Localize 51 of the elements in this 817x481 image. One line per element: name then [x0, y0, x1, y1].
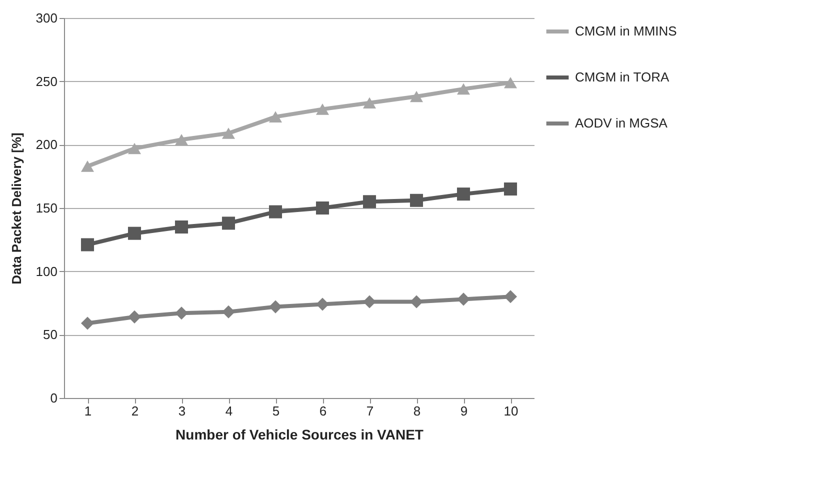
- y-tick-label: 100: [36, 264, 58, 279]
- y-tick-label: 150: [36, 200, 58, 216]
- y-tick-label: 250: [36, 74, 58, 89]
- point: [504, 76, 518, 88]
- point: [504, 290, 518, 304]
- point: [316, 298, 330, 311]
- point: [456, 188, 470, 201]
- legend-label: AODV in MGSA: [575, 116, 668, 130]
- legend-label: CMGM in TORA: [575, 70, 670, 84]
- point: [128, 310, 142, 324]
- point: [456, 292, 470, 306]
- point: [316, 201, 330, 215]
- point: [174, 134, 188, 146]
- y-tick-label: 0: [50, 390, 58, 406]
- point: [316, 104, 330, 115]
- x-tick-label: 9: [460, 404, 468, 418]
- x-axis-title: Number of Vehicle Sources in VANET: [176, 426, 424, 442]
- point: [268, 111, 282, 122]
- point: [80, 238, 94, 252]
- x-tick-label: 3: [178, 404, 186, 418]
- y-tick-label: 300: [36, 10, 58, 26]
- point: [222, 305, 236, 318]
- point: [456, 83, 470, 95]
- legend-label: CMGM in MMINS: [575, 24, 678, 38]
- point: [410, 194, 424, 207]
- point: [174, 220, 188, 234]
- point: [410, 90, 424, 102]
- point: [268, 205, 282, 218]
- point: [80, 316, 94, 330]
- y-axis-title: Data Packet Delivery [%]: [8, 132, 24, 284]
- point: [362, 97, 376, 109]
- x-tick-label: 6: [319, 404, 327, 418]
- x-tick-label: 1: [84, 404, 92, 418]
- x-tick-label: 7: [366, 404, 374, 418]
- x-tick-label: 5: [272, 404, 280, 418]
- point: [362, 195, 376, 208]
- point: [362, 295, 376, 308]
- point: [128, 226, 142, 240]
- x-tick-label: 4: [225, 404, 233, 418]
- point: [128, 142, 142, 154]
- point: [222, 128, 236, 139]
- y-tick-label: 200: [36, 137, 58, 152]
- x-tick-label: 10: [504, 404, 518, 418]
- point: [504, 182, 518, 196]
- point: [222, 216, 236, 230]
- x-tick-label: 2: [131, 404, 139, 418]
- y-tick-label: 50: [43, 327, 58, 342]
- x-tick-label: 8: [413, 404, 421, 418]
- point: [268, 300, 282, 314]
- point: [410, 295, 424, 308]
- point: [80, 160, 94, 172]
